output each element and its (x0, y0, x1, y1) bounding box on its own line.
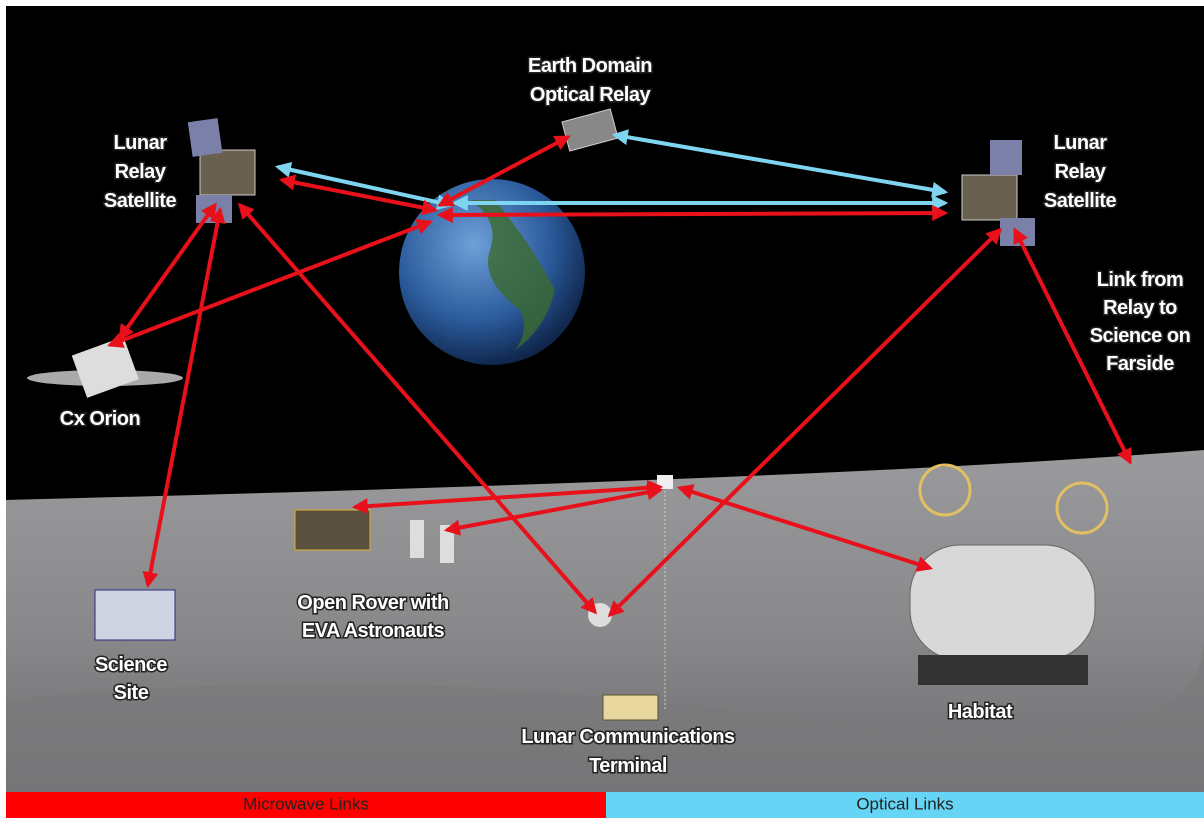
node-label: Earth Domain (528, 55, 652, 77)
node-label: Satellite (104, 190, 177, 212)
node-label: Terminal (589, 755, 667, 777)
node-label: Optical Relay (530, 84, 652, 106)
link-arrow (440, 213, 945, 215)
node-label: Cx Orion (60, 408, 140, 430)
node-label: Science (95, 654, 167, 676)
node-label: Lunar (113, 132, 167, 154)
terminal (603, 695, 658, 720)
astronaut (410, 520, 424, 558)
diagram: Microwave Links Optical Links Earth Doma… (0, 0, 1204, 818)
node-label: Science on (1090, 325, 1191, 347)
node-label: Habitat (948, 701, 1013, 723)
node-label: Relay (115, 161, 167, 183)
node-label: Lunar Communications (521, 726, 735, 748)
node-label: Lunar (1053, 132, 1107, 154)
node-label: Site (114, 682, 149, 704)
node-label: Farside (1106, 353, 1174, 375)
legend-label: Optical Links (856, 794, 953, 813)
node-label: Satellite (1044, 190, 1117, 212)
node-label: Relay to (1103, 297, 1177, 319)
node-label: Relay (1055, 161, 1107, 183)
node-label: Link from (1097, 269, 1184, 291)
node-label: Open Rover with (297, 592, 448, 614)
science-site (95, 590, 175, 640)
legend-label: Microwave Links (243, 794, 369, 813)
rover (295, 510, 370, 550)
node-label: EVA Astronauts (302, 620, 445, 642)
